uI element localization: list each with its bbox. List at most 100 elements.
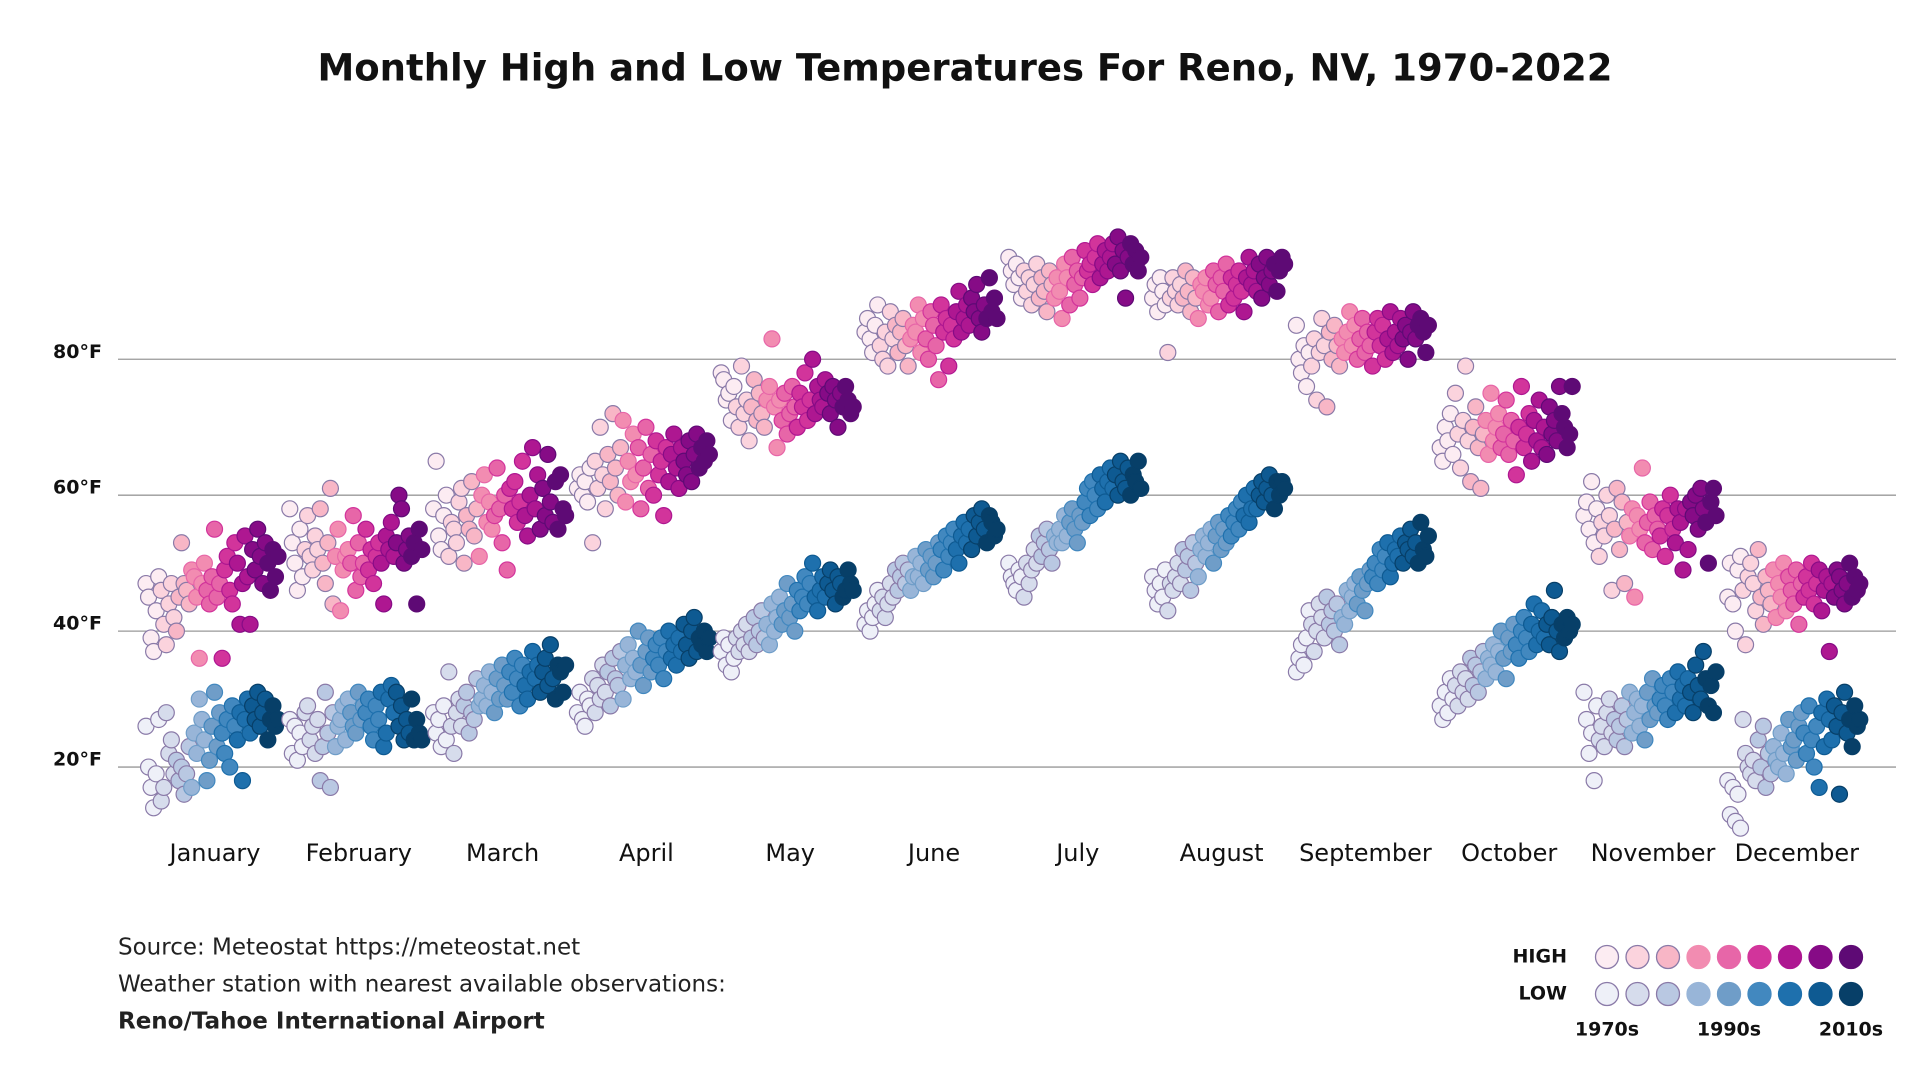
data-point xyxy=(1512,377,1531,396)
data-point xyxy=(1068,534,1086,552)
x-tick-label: May xyxy=(765,839,815,867)
data-point xyxy=(644,486,663,504)
data-point xyxy=(755,418,773,436)
data-point xyxy=(205,520,224,538)
data-point xyxy=(1446,384,1465,402)
legend-swatch xyxy=(1625,944,1650,970)
data-point xyxy=(1585,772,1603,790)
data-point xyxy=(506,473,524,491)
data-point xyxy=(1305,642,1323,661)
data-point xyxy=(879,357,897,375)
data-point xyxy=(1749,540,1767,559)
data-point xyxy=(1419,527,1438,545)
data-point xyxy=(155,778,173,797)
data-point xyxy=(221,758,239,776)
data-point xyxy=(241,615,259,633)
data-point xyxy=(554,683,572,701)
data-point xyxy=(614,411,632,430)
data-point xyxy=(1687,656,1705,674)
legend-swatch xyxy=(1777,981,1803,1007)
data-point xyxy=(725,377,743,396)
data-point xyxy=(392,500,411,518)
data-point xyxy=(1472,479,1490,498)
data-point xyxy=(634,676,653,695)
data-point xyxy=(760,377,779,396)
data-point xyxy=(655,670,673,688)
data-point xyxy=(1132,248,1150,266)
data-point xyxy=(200,751,219,769)
data-point xyxy=(1467,398,1485,416)
x-tick-label: September xyxy=(1299,839,1432,867)
data-point xyxy=(281,500,299,518)
data-point xyxy=(919,350,938,368)
data-point xyxy=(382,513,400,531)
data-point xyxy=(1043,554,1061,572)
data-point xyxy=(1777,765,1795,783)
legend-swatch xyxy=(1838,944,1864,970)
data-point xyxy=(319,534,337,552)
data-point xyxy=(1419,316,1438,334)
data-point xyxy=(940,357,958,375)
data-point xyxy=(205,683,224,701)
source-line: Source: Meteostat https://meteostat.net xyxy=(118,935,580,961)
data-point xyxy=(634,459,653,477)
data-point xyxy=(1204,554,1223,572)
data-point xyxy=(445,744,463,763)
data-point xyxy=(1330,636,1349,654)
data-point xyxy=(796,364,814,382)
data-point xyxy=(596,500,614,518)
x-tick-label: March xyxy=(466,839,539,867)
data-point xyxy=(1053,309,1071,328)
y-tick-label: 60°F xyxy=(53,477,102,499)
data-point xyxy=(488,459,506,477)
data-point xyxy=(980,269,998,287)
data-point xyxy=(700,445,719,464)
data-point xyxy=(1129,452,1147,470)
data-point xyxy=(927,337,945,355)
data-point xyxy=(1469,683,1487,701)
data-point xyxy=(1497,391,1515,409)
data-point xyxy=(1616,738,1634,756)
legend-swatch xyxy=(1838,981,1864,1007)
data-point xyxy=(1159,602,1177,620)
data-point xyxy=(1132,479,1150,498)
data-point xyxy=(458,683,476,701)
data-point xyxy=(1268,282,1286,300)
data-point xyxy=(768,439,786,457)
data-point xyxy=(413,731,431,749)
data-point xyxy=(1116,289,1135,307)
data-point xyxy=(1287,316,1306,334)
data-point xyxy=(549,520,567,538)
data-point xyxy=(1805,758,1823,776)
data-point xyxy=(1575,683,1593,701)
data-point xyxy=(614,690,632,708)
data-point xyxy=(413,540,431,559)
data-point xyxy=(786,622,804,640)
data-point xyxy=(1636,731,1654,749)
data-point xyxy=(1497,670,1515,688)
data-point xyxy=(1742,554,1760,572)
x-tick-label: February xyxy=(306,839,412,867)
data-point xyxy=(740,432,758,450)
data-point xyxy=(1583,473,1601,491)
data-point xyxy=(1851,710,1869,729)
data-point xyxy=(259,731,277,749)
legend-swatch xyxy=(1747,944,1772,970)
legend-decade-label: 2010s xyxy=(1819,1019,1883,1041)
legend-decade-label: 1970s xyxy=(1575,1019,1639,1041)
legend-swatch xyxy=(1777,944,1803,970)
data-point xyxy=(985,289,1004,307)
data-point xyxy=(1538,445,1556,464)
data-point xyxy=(427,452,445,470)
data-point xyxy=(551,466,570,484)
y-tick-label: 80°F xyxy=(53,341,102,363)
data-point xyxy=(1835,683,1854,701)
data-point xyxy=(198,772,216,790)
data-point xyxy=(213,649,231,667)
data-point xyxy=(1694,642,1712,661)
legend-decade-label: 1990s xyxy=(1697,1019,1761,1041)
data-point xyxy=(1563,615,1581,633)
y-tick-label: 20°F xyxy=(53,749,102,771)
data-point xyxy=(1275,255,1294,273)
data-point xyxy=(1616,574,1634,593)
